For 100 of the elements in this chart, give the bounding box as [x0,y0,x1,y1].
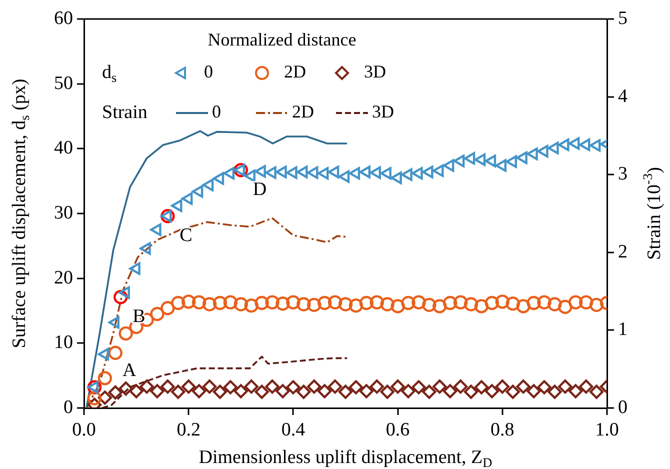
point [548,297,562,312]
point [568,137,580,150]
point [234,162,248,178]
point [307,380,322,394]
point [401,296,416,310]
y-tick-label: 20 [54,267,73,288]
point [171,384,186,399]
point [443,384,458,398]
point [296,384,311,399]
point [160,380,175,394]
point [212,172,224,185]
point [202,380,217,394]
point [464,152,476,165]
point [129,262,140,275]
point [516,380,530,394]
annotation: Strain [102,102,148,123]
x-tick-label: 0.6 [386,419,410,440]
x-tick-label: 0.2 [176,419,200,440]
point [432,380,447,394]
point [317,384,332,398]
point [526,148,538,160]
point [129,384,144,398]
point [506,296,520,311]
point [578,380,594,394]
point [307,298,322,312]
point [244,170,256,182]
point [182,192,193,205]
point [495,294,510,309]
point [537,144,548,158]
y2-tick-label: 2 [618,241,628,262]
point [370,295,384,310]
point [192,384,206,398]
point [286,166,298,179]
point [223,167,235,180]
point [348,167,360,180]
point [160,301,175,316]
point [359,384,374,398]
point [506,155,517,168]
point [212,384,228,399]
point [338,170,350,183]
point [254,384,269,399]
point [234,297,248,312]
point [412,167,423,180]
point [150,384,164,398]
point [87,380,99,394]
point [140,380,154,394]
point [558,138,570,152]
point [474,153,486,166]
point [432,299,447,314]
y-tick-label: 40 [54,138,73,159]
y-tick-label: 10 [54,332,73,354]
point [568,295,583,310]
point [422,384,436,399]
point [548,142,559,154]
point [182,380,196,394]
x-tick-label: 0.4 [281,419,306,440]
point [286,380,300,394]
point [202,297,217,312]
point [192,185,204,198]
point [370,166,381,179]
point [474,380,489,394]
point [443,159,454,172]
legend-label: 0 [212,102,221,122]
point [118,381,133,396]
point [568,384,583,398]
legend-label: 0 [204,62,213,82]
point [244,298,258,313]
point [558,300,572,314]
point [276,166,287,178]
point [171,296,186,310]
point [317,167,329,180]
point [589,298,604,312]
point [296,166,308,178]
legend-label: 2D [292,102,314,122]
point [359,296,374,310]
point [516,299,530,314]
point [526,384,541,398]
point [202,178,214,192]
point [484,296,500,310]
point [495,159,506,172]
x-tick-label: 1.0 [595,419,619,440]
point [150,223,162,236]
point [548,384,562,399]
point [244,380,258,394]
point [87,391,102,406]
point [516,151,528,164]
point [328,166,340,178]
point [422,298,436,312]
point [118,286,130,299]
point [108,385,122,400]
point [286,295,300,310]
y2-tick-label: 4 [618,86,628,107]
point [114,290,128,304]
annotation: C [180,225,192,246]
point [474,299,489,314]
y2-tick-label: 3 [618,164,628,185]
point [359,166,371,178]
point [432,164,444,178]
point [380,167,392,180]
y-tick-label: 50 [54,72,73,94]
